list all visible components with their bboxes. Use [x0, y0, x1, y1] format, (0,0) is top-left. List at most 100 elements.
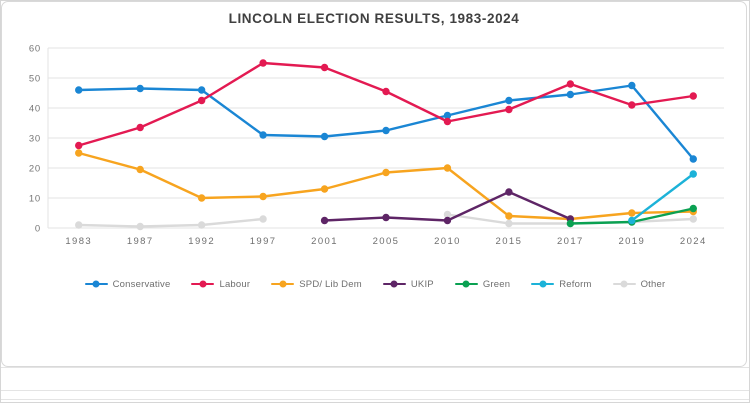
legend-dot-icon [620, 280, 628, 288]
data-point-conservative-2015 [505, 96, 513, 105]
legend-dot-icon [92, 280, 100, 288]
data-point-conservative-2001 [320, 132, 329, 141]
data-point-spd-lib-dem-2010 [443, 164, 452, 172]
data-point-spd-lib-dem-2001 [320, 185, 329, 193]
legend-label: Reform [559, 278, 592, 290]
data-point-other-1983 [75, 221, 83, 229]
legend-label: Green [482, 278, 511, 290]
chart-object[interactable]: LINCOLN ELECTION RESULTS, 1983-2024 [1, 1, 747, 367]
legend-dot-icon [462, 280, 470, 288]
legend-item-green: Green [454, 278, 511, 290]
data-point-spd-lib-dem-1997 [259, 192, 267, 201]
data-point-labour-1992 [197, 96, 206, 105]
data-point-labour-2019 [628, 101, 636, 109]
data-point-labour-2001 [320, 63, 329, 72]
x-axis-tick-label: 2019 [618, 236, 645, 247]
y-axis-tick-label: 0 [35, 224, 41, 235]
data-point-conservative-1992 [197, 86, 206, 94]
legend-item-conservative: Conservative [84, 278, 171, 290]
legend-label: SPD/ Lib Dem [299, 278, 362, 290]
data-point-other-1987 [136, 222, 144, 231]
legend-marker-icon [84, 280, 108, 288]
y-axis-tick-label: 10 [29, 194, 41, 205]
data-point-reform-2019 [628, 216, 636, 225]
worksheet-gridline [1, 399, 749, 400]
data-point-ukip-2010 [443, 216, 452, 225]
x-axis-tick-label: 2015 [496, 236, 523, 247]
data-point-ukip-2015 [505, 188, 513, 196]
data-point-spd-lib-dem-2015 [505, 212, 513, 220]
chart-title: LINCOLN ELECTION RESULTS, 1983-2024 [228, 11, 520, 26]
legend-label: UKIP [410, 278, 434, 290]
legend-dot-icon [279, 280, 287, 288]
worksheet-gridline [1, 390, 749, 391]
data-point-labour-1983 [75, 141, 83, 150]
legend-item-ukip: UKIP [382, 278, 434, 290]
data-point-other-1992 [197, 221, 206, 229]
data-point-conservative-1983 [75, 86, 83, 94]
data-point-conservative-1997 [259, 131, 267, 139]
x-axis-tick-label: 1992 [188, 236, 215, 247]
data-point-green-2017 [566, 219, 575, 228]
data-point-conservative-2019 [628, 81, 636, 90]
data-point-labour-1997 [259, 59, 267, 67]
y-axis-tick-label: 50 [29, 74, 41, 85]
series-line-reform [630, 172, 695, 222]
series-line-other [77, 217, 265, 228]
legend-item-reform: Reform [531, 279, 591, 290]
legend-dot-icon [539, 280, 547, 288]
x-axis-tick-label: 2001 [311, 236, 338, 247]
data-point-spd-lib-dem-1992 [197, 194, 206, 202]
data-point-labour-2010 [443, 117, 452, 126]
data-point-labour-2015 [505, 105, 513, 114]
x-axis-tick-label: 1983 [65, 236, 92, 247]
data-point-conservative-2024 [689, 155, 697, 163]
legend-marker-icon [271, 280, 295, 288]
data-point-reform-2024 [689, 170, 697, 178]
legend-item-labour: Labour [191, 279, 250, 290]
data-point-ukip-2005 [382, 213, 390, 222]
data-point-other-1997 [259, 215, 267, 223]
data-point-conservative-1987 [136, 84, 144, 93]
data-point-labour-1987 [136, 123, 144, 132]
legend-marker-icon [612, 280, 636, 288]
legend-marker-icon [531, 280, 555, 288]
x-axis-tick-label: 2010 [434, 236, 461, 247]
data-point-labour-2024 [689, 92, 697, 100]
data-point-conservative-2010 [443, 111, 452, 120]
chart-legend: Conservative Labour SPD/ Lib Dem UKIP Green R… [1, 275, 749, 293]
x-axis-tick-label: 1997 [250, 236, 277, 247]
y-axis-tick-label: 40 [29, 104, 41, 115]
data-point-other-2015 [505, 219, 513, 228]
legend-label: Labour [219, 278, 251, 290]
data-point-ukip-2001 [320, 216, 329, 225]
y-axis-tick-label: 30 [29, 134, 41, 145]
data-point-conservative-2005 [382, 126, 390, 135]
data-point-other-2024 [689, 215, 697, 223]
data-point-spd-lib-dem-2005 [382, 168, 390, 177]
worksheet-gridline [1, 367, 749, 368]
data-point-labour-2017 [566, 80, 575, 88]
legend-item-spd-lib-dem: SPD/ Lib Dem [271, 279, 362, 290]
series-line-conservative [77, 84, 695, 161]
legend-dot-icon [199, 280, 207, 288]
data-point-spd-lib-dem-2019 [628, 209, 636, 217]
data-point-labour-2005 [382, 87, 390, 96]
series-line-spd-lib-dem [77, 151, 695, 221]
data-point-conservative-2017 [566, 90, 575, 99]
legend-marker-icon [454, 280, 478, 288]
data-point-spd-lib-dem-1983 [75, 149, 83, 157]
legend-item-other: Other [612, 278, 666, 290]
legend-label: Other [640, 278, 666, 290]
legend-marker-icon [382, 280, 406, 288]
y-axis-tick-label: 20 [29, 164, 41, 175]
legend-label: Conservative [112, 278, 171, 290]
legend-marker-icon [191, 280, 215, 288]
legend-dot-icon [390, 280, 398, 288]
x-axis-tick-label: 1987 [127, 236, 154, 247]
x-axis-tick-label: 2005 [373, 236, 400, 247]
x-axis-tick-label: 2024 [680, 236, 707, 247]
data-point-green-2024 [689, 204, 697, 213]
